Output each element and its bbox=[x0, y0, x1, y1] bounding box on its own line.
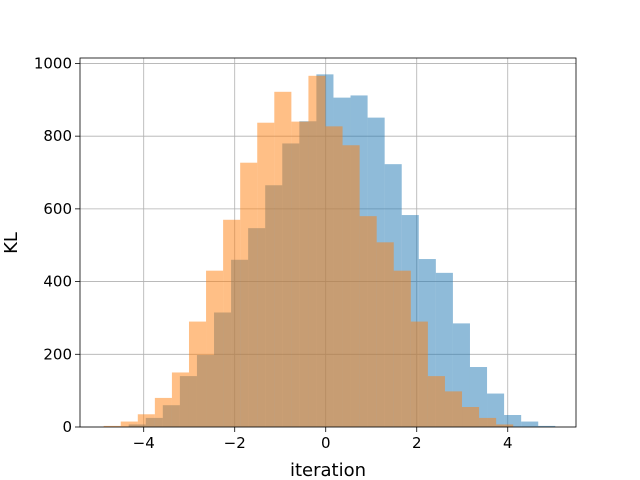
histogram-bar bbox=[240, 162, 258, 427]
x-tick-label: 2 bbox=[412, 434, 422, 452]
histogram-bar bbox=[504, 415, 522, 427]
histogram-bar bbox=[410, 321, 428, 427]
x-tick-label: 0 bbox=[321, 434, 331, 452]
histogram-bar bbox=[496, 424, 514, 427]
y-tick-label: 400 bbox=[43, 273, 72, 291]
histogram-bar bbox=[154, 397, 172, 427]
y-tick-label: 200 bbox=[43, 345, 72, 363]
y-axis-label: KL bbox=[1, 232, 22, 254]
y-tick-label: 0 bbox=[62, 418, 72, 436]
y-tick-label: 800 bbox=[43, 127, 72, 145]
x-tick-label: −2 bbox=[224, 434, 246, 452]
y-tick-label: 1000 bbox=[34, 54, 72, 72]
histogram-bar bbox=[325, 126, 343, 427]
histogram-bar bbox=[171, 372, 189, 427]
y-tick-label: 600 bbox=[43, 200, 72, 218]
histogram-bar bbox=[521, 421, 539, 427]
histogram-bar bbox=[103, 425, 121, 427]
histogram-bar bbox=[538, 425, 556, 427]
x-tick-label: 4 bbox=[503, 434, 513, 452]
x-axis-label: iteration bbox=[290, 460, 366, 480]
histogram-bar bbox=[137, 414, 155, 427]
histogram-bar bbox=[291, 121, 309, 427]
histogram-bar bbox=[427, 376, 445, 427]
histogram-bar bbox=[479, 417, 497, 427]
histogram-bar bbox=[393, 270, 411, 427]
histogram-bar bbox=[376, 242, 394, 427]
histogram-bar bbox=[462, 407, 480, 427]
histogram-bar bbox=[188, 321, 207, 427]
histogram-bar bbox=[257, 122, 275, 427]
ticks-layer: −4 −2 0 2 4 0 200 400 600 800 1000 bbox=[34, 54, 513, 452]
bars-layer bbox=[103, 74, 556, 428]
histogram-bar bbox=[206, 270, 224, 427]
histogram-bar bbox=[120, 421, 138, 427]
histogram-bar bbox=[359, 216, 377, 427]
x-tick-label: −4 bbox=[133, 434, 155, 452]
plot-frame bbox=[79, 57, 577, 428]
histogram-bar bbox=[308, 75, 326, 428]
histogram-series-2 bbox=[103, 75, 514, 428]
histogram-bar bbox=[274, 91, 292, 428]
histogram-bar bbox=[444, 391, 463, 427]
histogram-bar bbox=[342, 145, 360, 428]
histogram-bar bbox=[223, 219, 241, 427]
